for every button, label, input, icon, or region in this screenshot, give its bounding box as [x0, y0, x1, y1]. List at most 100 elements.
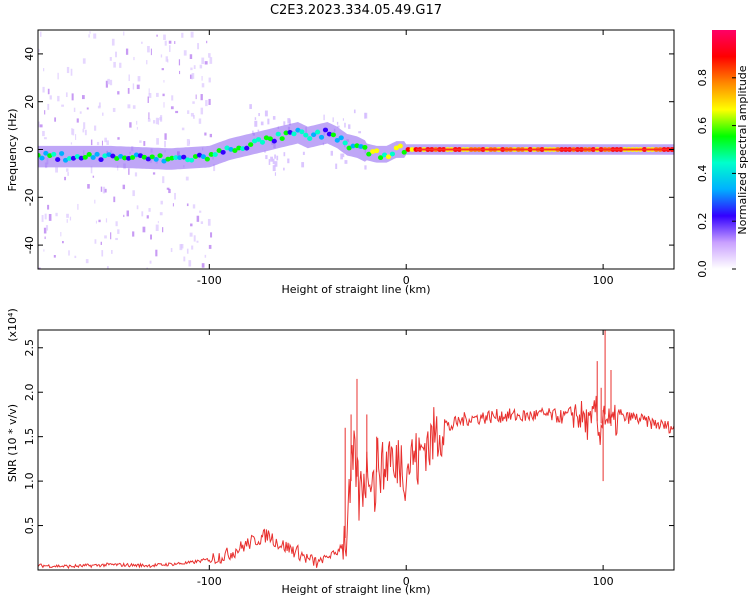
- noise-patch: [186, 203, 189, 207]
- spectrogram-x-ticks: -100 0 100: [197, 30, 614, 287]
- figure-title: C2E3.2023.334.05.49.G17: [270, 3, 442, 18]
- colorbar-label: Normalized spectral amplitude: [736, 65, 749, 234]
- ridge-cell: [354, 143, 360, 149]
- noise-patch: [174, 41, 176, 44]
- noise-patch: [335, 163, 338, 170]
- x-tick-label: 100: [593, 575, 614, 588]
- ridge-cell: [51, 151, 57, 157]
- noise-patch: [74, 255, 77, 259]
- ridge-cell: [62, 157, 69, 163]
- noise-patch: [38, 48, 40, 52]
- snr-background: [38, 330, 674, 570]
- noise-patch: [204, 61, 208, 65]
- noise-patch: [66, 213, 69, 218]
- noise-patch: [115, 51, 117, 58]
- colorbar-tick-label: 0.4: [696, 165, 709, 183]
- noise-patch: [190, 112, 194, 117]
- spectrogram-x-label: Height of straight line (km): [281, 283, 430, 296]
- noise-patch: [68, 250, 70, 256]
- noise-patch: [268, 159, 271, 165]
- noise-patch: [90, 166, 93, 174]
- noise-patch: [66, 66, 70, 74]
- noise-patch: [348, 124, 351, 129]
- noise-patch: [47, 268, 50, 269]
- noise-patch: [136, 84, 140, 90]
- noise-patch: [283, 167, 285, 171]
- y-tick-label: -20: [23, 188, 36, 206]
- noise-patch: [257, 129, 260, 132]
- noise-patch: [204, 254, 207, 258]
- noise-patch: [283, 121, 286, 126]
- noise-patch: [323, 114, 325, 121]
- noise-patch: [47, 88, 50, 95]
- noise-patch: [60, 231, 62, 237]
- noise-patch: [196, 240, 199, 243]
- noise-patch: [129, 122, 132, 128]
- noise-patch: [159, 212, 163, 216]
- noise-patch: [195, 94, 197, 100]
- noise-patch: [160, 54, 163, 58]
- noise-patch: [95, 220, 97, 224]
- colorbar-tick-label: 0.8: [696, 69, 709, 87]
- noise-patch: [87, 184, 90, 189]
- noise-patch: [192, 204, 196, 209]
- noise-patch: [107, 78, 110, 85]
- ridge-cell: [263, 135, 270, 141]
- y-tick-label: 0: [23, 146, 36, 153]
- ridge-cell: [334, 137, 340, 143]
- noise-patch: [344, 160, 348, 164]
- noise-patch: [73, 107, 76, 112]
- ridge-cell: [94, 151, 100, 157]
- colorbar-tick-label: 0.6: [696, 117, 709, 135]
- noise-patch: [54, 117, 57, 122]
- noise-patch: [208, 53, 211, 58]
- ridge-cell: [322, 127, 329, 133]
- noise-patch: [196, 215, 200, 222]
- noise-patch: [164, 140, 166, 148]
- noise-patch: [260, 121, 264, 126]
- noise-patch: [192, 101, 195, 104]
- noise-patch: [117, 229, 120, 234]
- ridge-cell: [255, 137, 262, 142]
- noise-patch: [178, 59, 181, 66]
- noise-patch: [148, 208, 151, 212]
- ridge-cell: [181, 154, 187, 160]
- noise-patch: [254, 117, 257, 120]
- ridge-cell: [385, 154, 392, 160]
- ridge-cell: [145, 156, 151, 162]
- noise-patch: [168, 188, 171, 194]
- y-tick-label: 2.0: [23, 383, 36, 401]
- noise-patch: [199, 64, 203, 69]
- noise-patch: [86, 107, 89, 110]
- noise-patch: [65, 92, 68, 98]
- ridge-cell: [70, 155, 77, 161]
- noise-patch: [141, 41, 143, 44]
- noise-patch: [208, 244, 212, 249]
- noise-patch: [342, 118, 344, 121]
- noise-patch: [287, 118, 291, 124]
- noise-patch: [84, 129, 87, 136]
- noise-patch: [128, 74, 130, 82]
- noise-patch: [264, 110, 268, 117]
- ridge-cell: [342, 140, 348, 146]
- noise-patch: [115, 221, 118, 227]
- noise-patch: [49, 95, 52, 100]
- noise-patch: [132, 231, 135, 237]
- ridge-cell: [47, 153, 53, 159]
- noise-patch: [117, 165, 119, 171]
- noise-patch: [136, 120, 138, 125]
- ridge-cell: [295, 127, 301, 133]
- noise-patch: [181, 268, 184, 269]
- noise-patch: [201, 263, 205, 268]
- noise-patch: [188, 260, 192, 267]
- noise-patch: [98, 219, 101, 223]
- ridge-cell: [114, 156, 120, 161]
- ridge-cell: [370, 149, 376, 154]
- noise-patch: [143, 141, 146, 146]
- noise-patch: [191, 74, 193, 80]
- noise-patch: [41, 215, 44, 222]
- noise-patch: [148, 112, 150, 120]
- noise-patch: [264, 150, 266, 153]
- noise-patch: [344, 122, 346, 128]
- noise-patch: [336, 121, 339, 125]
